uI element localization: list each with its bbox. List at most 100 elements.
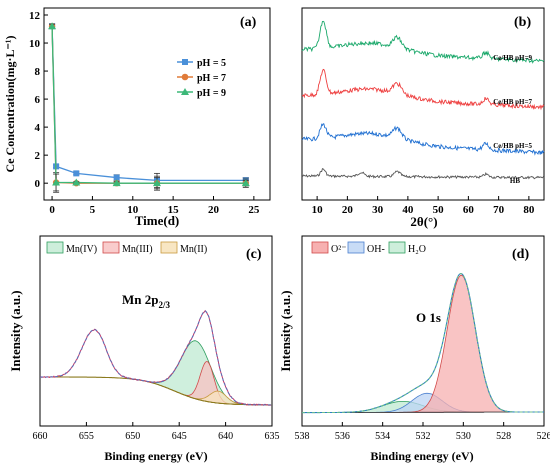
y-tick-label-a: 12 (29, 10, 41, 22)
legend-label-mn3: Mn(III) (122, 244, 153, 255)
legend-swatch-oh (347, 241, 365, 254)
legend-swatch-mn2 (160, 241, 178, 254)
legend-item-ph5: pH = 5 (177, 58, 226, 69)
x-axis-label-d: Binding energy (eV) (370, 449, 473, 463)
x-tick-label-d: 526 (537, 431, 550, 442)
annotation-mn2p: Mn 2p2/3 (122, 292, 170, 310)
legend-marker-circle (181, 73, 189, 81)
xrd-curve-ph5 (301, 123, 545, 156)
axes-frame-b (301, 7, 545, 201)
data-point-triangle (72, 178, 81, 186)
legend-label-h2o: H₂O (408, 244, 426, 255)
fit-envelope-c (40, 310, 272, 406)
panel-label-d: (d) (512, 247, 529, 262)
x-tick-label-b: 70 (493, 204, 505, 216)
y-tick-label-a: 2 (35, 150, 41, 162)
y-tick-label-a: 0 (35, 178, 41, 190)
data-point-square (113, 174, 120, 181)
series-line-ph9 (51, 26, 246, 184)
legend-label-mn4: Mn(IV) (66, 244, 97, 255)
x-tick-label-c: 655 (79, 431, 94, 442)
y-axis-label-a: Ce Concentration(mg·L⁻¹) (3, 36, 17, 173)
x-tick-label-b: 10 (312, 204, 324, 216)
y-tick-label-a: 6 (35, 94, 41, 106)
panel-label-c: (c) (246, 247, 262, 262)
raw-spectrum-c (39, 309, 272, 406)
x-tick-label-a: 15 (168, 204, 180, 216)
panel-a: 0 2 4 6 8 10 12 0 5 10 15 20 25 (a) Time(d) Ce Conc… (3, 7, 271, 228)
series-label-ph9: Ce/HB pH=9 (493, 54, 532, 62)
legend-item-ph9: pH = 9 (177, 88, 226, 99)
x-tick-label-c: 635 (265, 431, 280, 442)
legend-marker-square (182, 59, 188, 65)
legend-c: Mn(IV) Mn(III) Mn(II) (46, 241, 207, 255)
x-tick-label-d: 530 (456, 431, 471, 442)
x-tick-label-b: 50 (433, 204, 445, 216)
x-tick-label-c: 650 (125, 431, 140, 442)
data-point-triangle (241, 179, 250, 187)
data-point-square (73, 170, 80, 177)
series-label-hb: HB (510, 177, 520, 185)
data-point-triangle (48, 22, 57, 30)
panel-label-a: (a) (240, 15, 257, 30)
legend-swatch-mn4 (46, 241, 64, 254)
legend-label-o2: O²⁻ (331, 244, 347, 255)
x-tick-label-d: 534 (375, 431, 390, 442)
axes-frame-c (39, 235, 273, 427)
series-label-ph5: Ce/HB pH=5 (493, 142, 532, 150)
x-tick-label-b: 20 (342, 204, 354, 216)
data-point-triangle (112, 179, 121, 187)
legend-a: pH = 5 pH = 7 pH = 9 (177, 58, 226, 99)
legend-item-ph7: pH = 7 (177, 73, 226, 84)
xrd-curve-hb (301, 168, 545, 180)
x-tick-label-c: 640 (218, 431, 233, 442)
annotation-o1s: O 1s (416, 310, 441, 325)
x-tick-label-c: 660 (33, 431, 48, 442)
legend-label-ph9: pH = 9 (197, 88, 226, 99)
fit-peak-o2 (380, 274, 542, 413)
y-tick-label-a: 10 (29, 38, 41, 50)
legend-swatch-mn3 (102, 241, 120, 254)
panel-d: 538 536 534 532 530 528 526 (d) Binding energy… (278, 235, 550, 463)
xrd-curve-ph9 (301, 20, 545, 64)
background-line-c (40, 376, 272, 406)
series-line-ph5 (51, 26, 246, 182)
legend-label-ph5: pH = 5 (197, 58, 226, 69)
x-axis-label-c: Binding energy (eV) (104, 449, 207, 463)
x-tick-label-d: 532 (416, 431, 431, 442)
x-tick-label-a: 5 (90, 204, 96, 216)
y-axis-label-d: Intensity (a.u.) (278, 290, 293, 371)
raw-spectrum-d (302, 273, 544, 414)
x-tick-label-a: 25 (248, 204, 260, 216)
x-tick-label-a: 0 (49, 204, 55, 216)
xrd-curve-ph7 (301, 68, 545, 111)
legend-label-oh: OH- (367, 244, 385, 255)
legend-label-ph7: pH = 7 (197, 73, 226, 84)
x-tick-label-a: 20 (208, 204, 220, 216)
x-tick-label-b: 60 (463, 204, 475, 216)
y-tick-label-a: 8 (35, 66, 41, 78)
legend-marker-triangle (181, 88, 189, 95)
x-tick-label-b: 30 (372, 204, 384, 216)
x-tick-label-d: 528 (496, 431, 511, 442)
y-tick-label-a: 4 (35, 122, 41, 134)
panel-c: 660 655 650 645 640 635 (c) Binding energy (e… (8, 235, 280, 463)
axes-frame-a (43, 7, 271, 201)
x-axis-label-a: Time(d) (135, 213, 180, 228)
data-point-triangle (52, 178, 61, 186)
legend-d: O²⁻ OH- H₂O (311, 241, 426, 255)
panel-b: 10 20 30 40 50 60 70 80 (b) 2θ(°) Ce/HB pH=9 Ce… (301, 7, 545, 229)
data-point-triangle (153, 179, 161, 187)
legend-swatch-o2 (311, 241, 329, 254)
legend-label-mn2: Mn(II) (180, 244, 207, 255)
x-tick-label-d: 536 (335, 431, 350, 442)
panel-label-b: (b) (514, 15, 531, 30)
x-tick-label-b: 80 (523, 204, 535, 216)
x-tick-label-d: 538 (295, 431, 310, 442)
x-tick-label-b: 40 (402, 204, 414, 216)
x-axis-label-b: 2θ(°) (410, 214, 437, 229)
fit-envelope-d (302, 273, 544, 414)
series-label-ph7: Ce/HB pH=7 (493, 98, 532, 106)
legend-swatch-h2o (388, 241, 406, 254)
